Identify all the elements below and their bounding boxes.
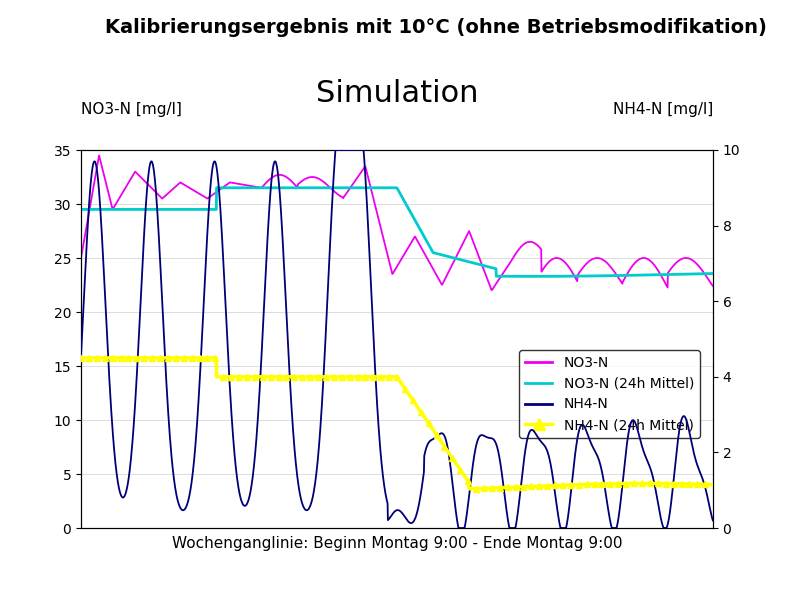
Text: NO3-N [mg/l]: NO3-N [mg/l] xyxy=(81,102,182,117)
Text: Simulation: Simulation xyxy=(316,79,478,108)
Text: Kalibrierungsergebnis mit 10°C (ohne Betriebsmodifikation): Kalibrierungsergebnis mit 10°C (ohne Bet… xyxy=(105,18,767,37)
Legend: NO3-N, NO3-N (24h Mittel), NH4-N, NH4-N (24h Mittel): NO3-N, NO3-N (24h Mittel), NH4-N, NH4-N … xyxy=(519,350,700,438)
X-axis label: Wochenganglinie: Beginn Montag 9:00 - Ende Montag 9:00: Wochenganglinie: Beginn Montag 9:00 - En… xyxy=(172,536,622,551)
Text: NH4-N [mg/l]: NH4-N [mg/l] xyxy=(612,102,713,117)
